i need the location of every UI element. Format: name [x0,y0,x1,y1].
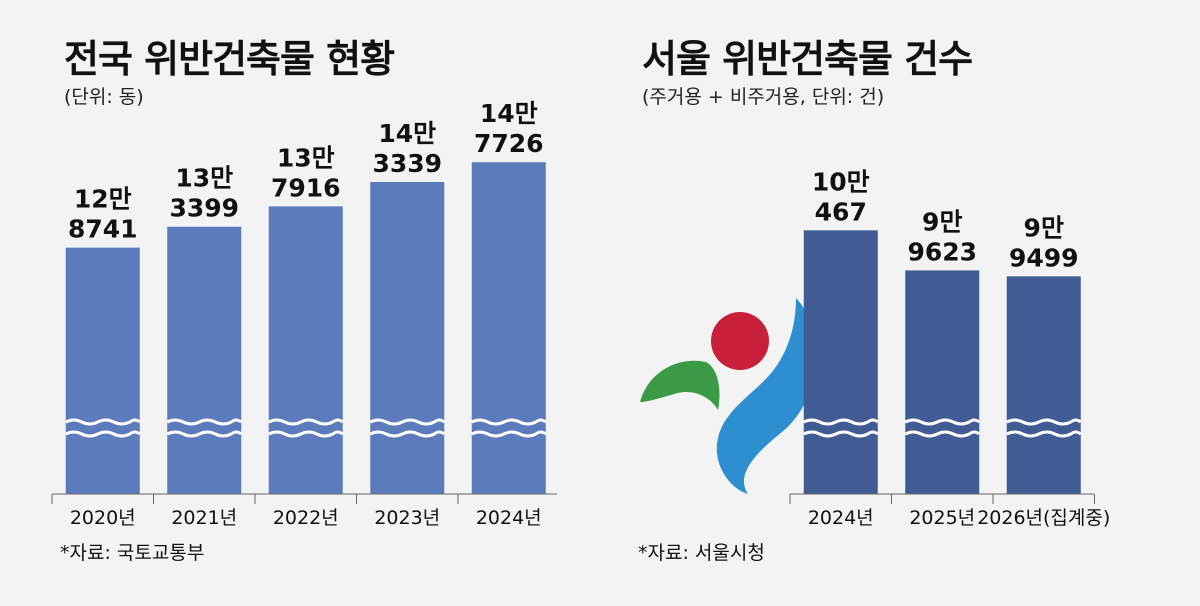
axis-break-wave [471,418,547,426]
axis-break-wave [65,418,141,426]
data-label: 14만 [378,119,436,148]
axis-break-wave [268,418,344,426]
seoul-chart-panel: 서울 위반건축물 건수 (주거용 + 비주거용, 단위: 건) 10만 467 20… [600,0,1200,606]
seoul-emblem-logo [640,298,830,494]
bar [471,162,546,494]
axis-break-wave [803,430,879,438]
data-label: 7916 [271,173,341,202]
national-bar-chart: 12만87412020년13만33992021년13만79162022년14만3… [51,99,557,529]
bar [1006,276,1081,494]
x-tick-label: 2021년 [171,507,237,529]
bar [268,206,343,495]
axis-break-wave [904,430,981,438]
emblem-blue-stroke [716,298,816,494]
data-label: 10만 [812,167,870,196]
chart-subtitle: (단위: 동) [64,86,144,108]
bar [167,226,242,494]
data-label: 9만 [1024,213,1064,242]
emblem-red-sun [711,312,769,370]
emblem-green-leaf [640,360,720,410]
x-tick-label: 2020년 [70,507,136,529]
axis-break-wave [471,430,547,438]
axis-break-wave [1006,430,1082,438]
axis-break-wave [166,418,243,426]
x-tick-label: 2022년 [273,507,339,529]
data-label: 9623 [907,237,977,266]
bar [370,181,445,495]
axis-break-wave [166,430,243,438]
data-label: 9만 [922,207,962,236]
bar [803,230,878,494]
data-label: 9499 [1009,243,1079,272]
data-label: 13만 [175,164,233,193]
axis-break-wave [369,430,446,438]
data-label: 3399 [169,194,239,223]
data-label: 14만 [480,99,538,128]
data-label: 7726 [474,129,544,158]
axis-break-wave [803,418,879,426]
source-note: *자료: 국토교통부 [60,542,205,564]
data-label: 3339 [372,149,442,178]
axis-break-wave [369,418,446,426]
x-tick-label: 2024년 [476,507,542,529]
data-label: 8741 [68,215,138,244]
axis-break-wave [1006,418,1082,426]
axis-break-wave [268,430,344,438]
axis-break-wave [904,418,981,426]
x-tick-label: 2026년(집계중) [977,507,1110,529]
data-label: 13만 [277,143,335,172]
axis-break-wave [65,430,141,438]
data-label: 12만 [74,185,132,214]
data-label: 467 [815,197,867,226]
chart-title: 서울 위반건축물 건수 [642,37,973,81]
bar [905,270,980,494]
chart-title: 전국 위반건축물 현황 [64,37,395,81]
x-tick-label: 2023년 [374,507,440,529]
bar [65,247,140,494]
x-tick-label: 2025년 [909,507,975,529]
chart-subtitle: (주거용 + 비주거용, 단위: 건) [642,86,885,108]
source-note: *자료: 서울시청 [638,542,765,564]
x-tick-label: 2024년 [808,507,874,529]
national-chart-panel: 전국 위반건축물 현황 (단위: 동) 12만 8741 2020년 13만 3399 2… [51,37,557,564]
